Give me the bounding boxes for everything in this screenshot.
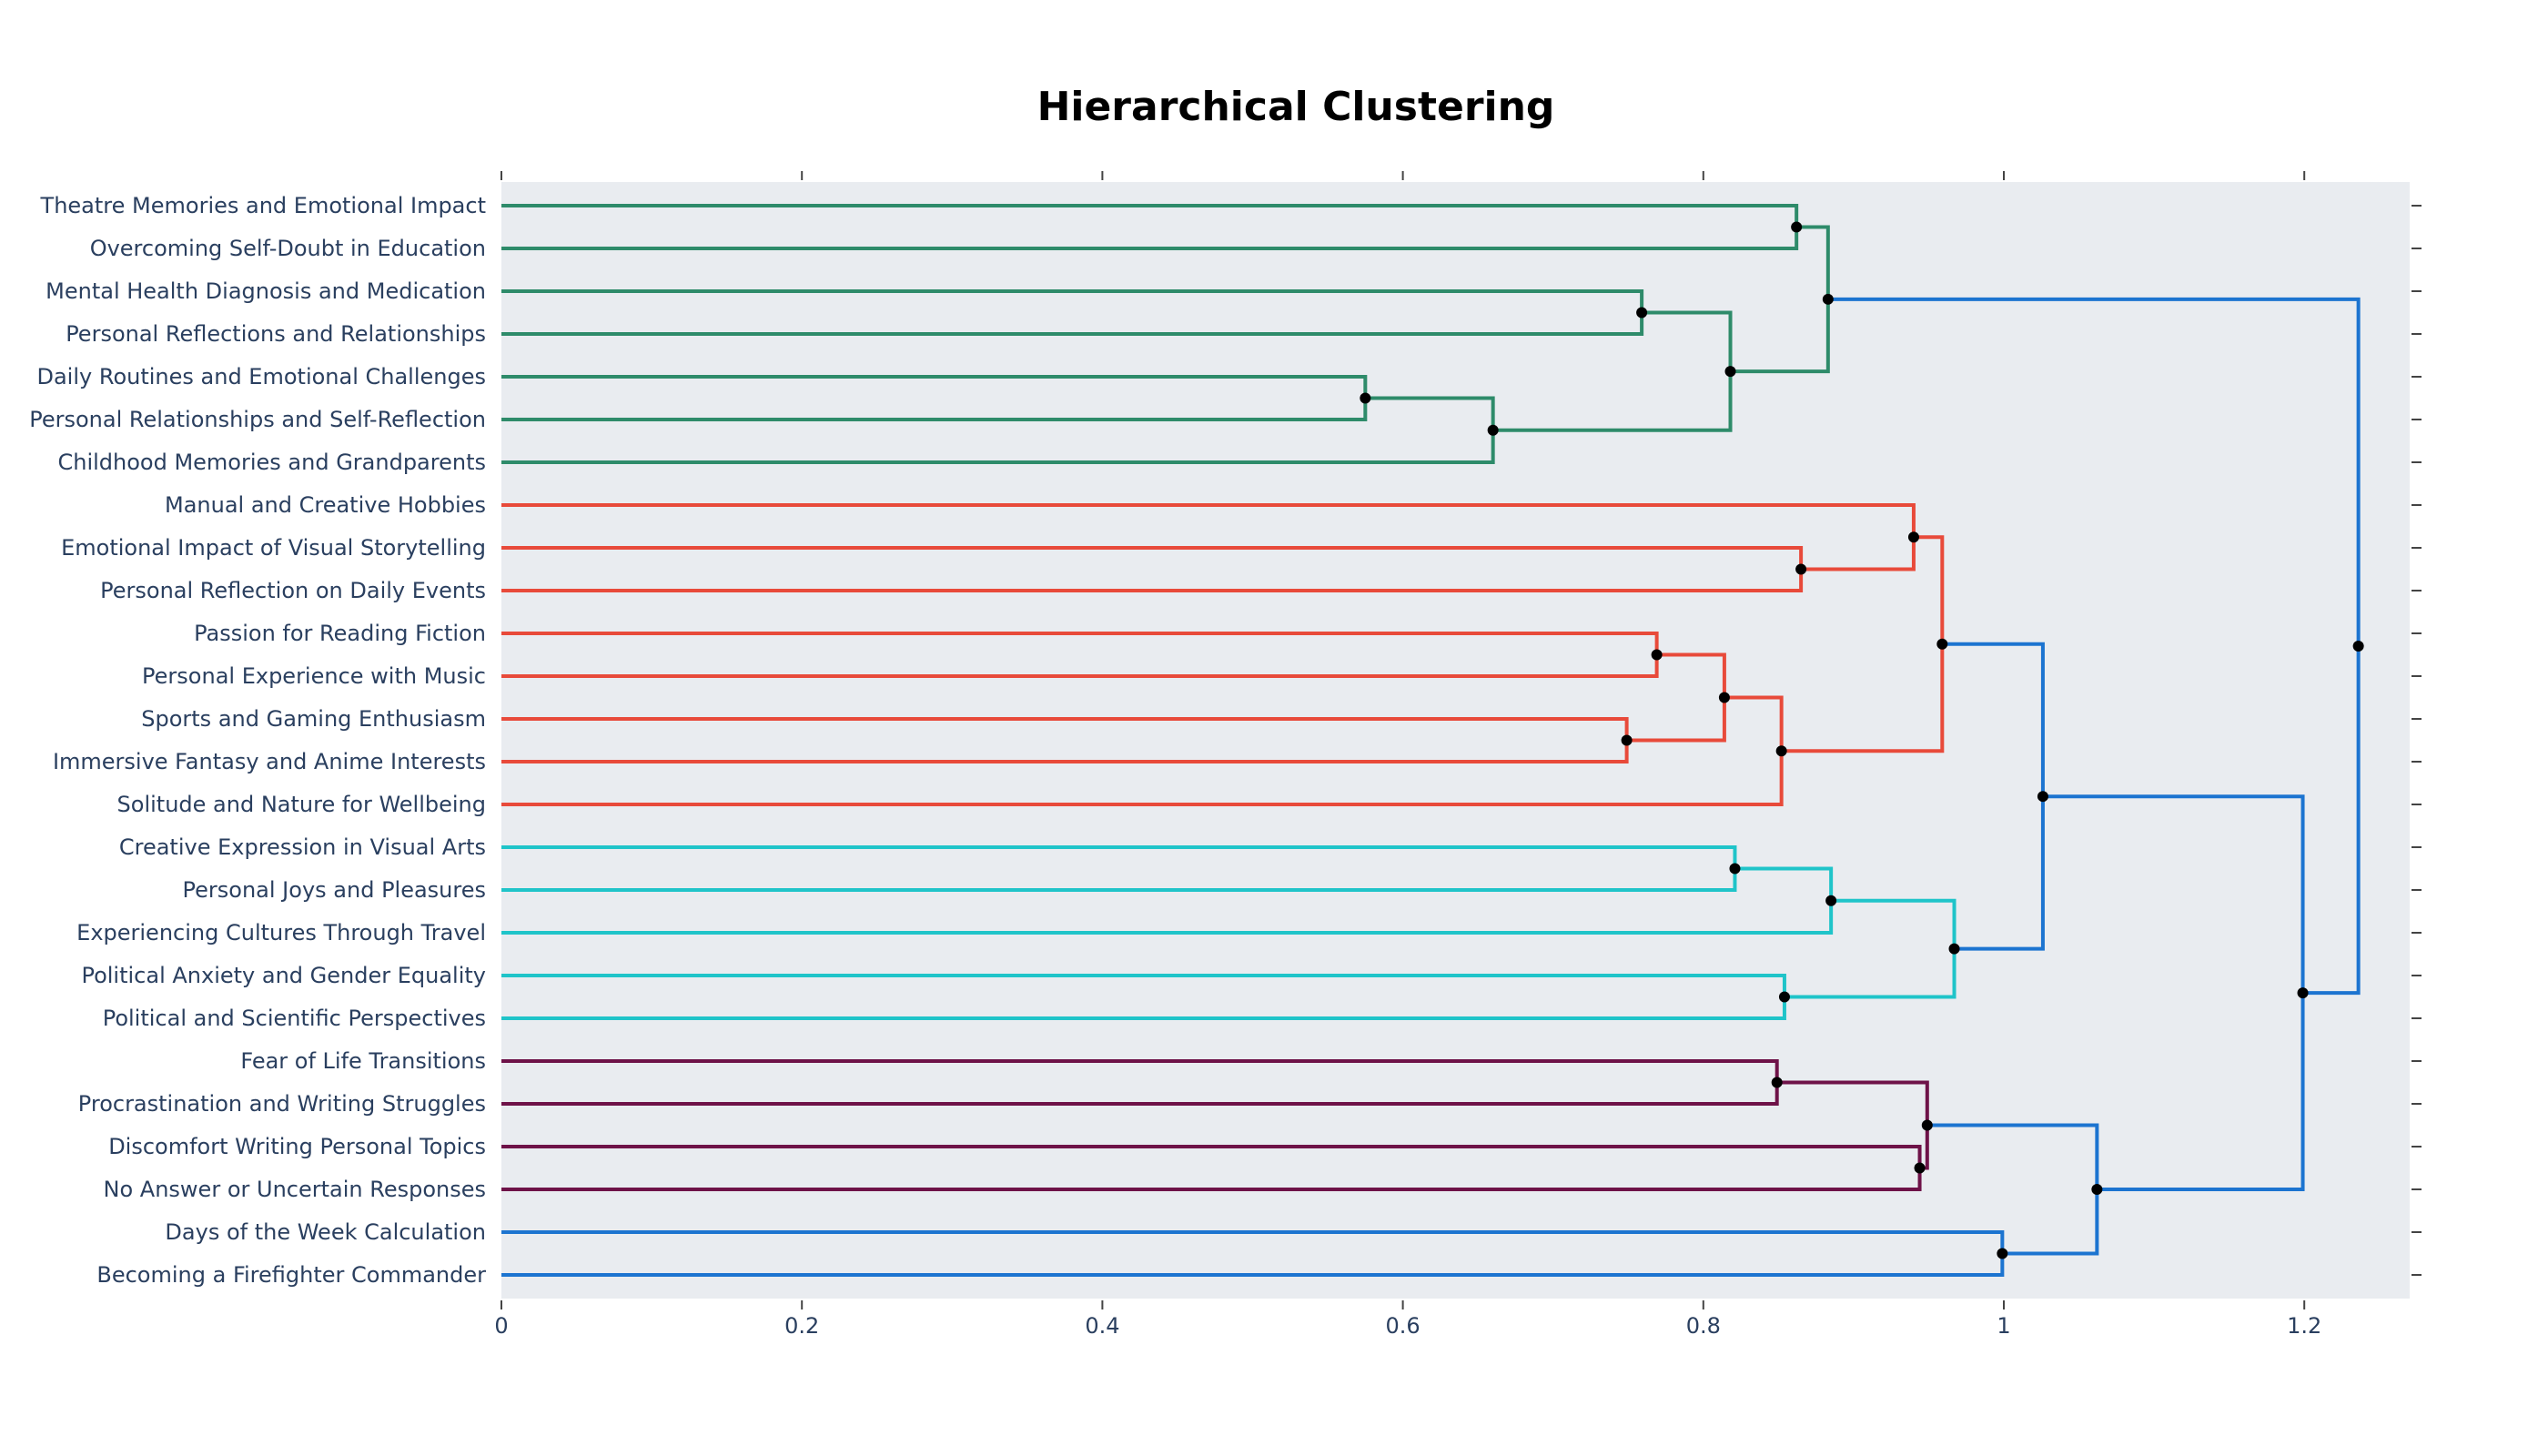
- leaf-label: Days of the Week Calculation: [165, 1219, 486, 1245]
- merge-node-dot: [1621, 734, 1633, 746]
- merge-node-dot: [1729, 863, 1741, 875]
- merge-node-dot: [1724, 366, 1736, 378]
- leaf-label: Experiencing Cultures Through Travel: [76, 920, 486, 945]
- merge-node-dot: [1825, 895, 1837, 906]
- leaf-label: Personal Experience with Music: [142, 663, 486, 689]
- merge-node-dot: [1651, 649, 1663, 661]
- merge-node-dot: [1822, 293, 1834, 305]
- x-tick-label: 0.6: [1386, 1313, 1421, 1339]
- leaf-label: Creative Expression in Visual Arts: [119, 834, 486, 860]
- leaf-label: Discomfort Writing Personal Topics: [108, 1134, 486, 1159]
- leaf-label: Personal Relationships and Self-Reflecti…: [29, 407, 486, 432]
- leaf-label: Procrastination and Writing Struggles: [78, 1091, 486, 1117]
- merge-node-dot: [1997, 1248, 2008, 1259]
- plot-area: [501, 182, 2410, 1299]
- leaf-label: Fear of Life Transitions: [240, 1048, 486, 1074]
- leaf-labels: Theatre Memories and Emotional Impact Ove…: [29, 193, 2422, 1288]
- leaf-label: Becoming a Firefighter Commander: [96, 1262, 486, 1288]
- leaf-label: Personal Joys and Pleasures: [183, 877, 486, 903]
- leaf-label: Manual and Creative Hobbies: [165, 492, 486, 518]
- merge-node-dot: [2352, 640, 2364, 652]
- leaf-label: No Answer or Uncertain Responses: [104, 1177, 486, 1202]
- merge-node-dot: [1487, 424, 1499, 436]
- merge-node-dot: [2037, 791, 2048, 803]
- leaf-label: Childhood Memories and Grandparents: [57, 450, 486, 475]
- x-tick-label: 0.4: [1085, 1313, 1119, 1339]
- leaf-label: Political Anxiety and Gender Equality: [81, 963, 486, 988]
- leaf-label: Overcoming Self-Doubt in Education: [90, 236, 486, 261]
- leaf-label: Passion for Reading Fiction: [194, 621, 486, 646]
- leaf-label: Mental Health Diagnosis and Medication: [46, 278, 486, 304]
- x-tick-label: 0.2: [784, 1313, 819, 1339]
- merge-node-dot: [1718, 692, 1730, 703]
- merge-node-dot: [1914, 1162, 1926, 1174]
- merge-node-dot: [1360, 392, 1371, 404]
- leaf-label: Daily Routines and Emotional Challenges: [36, 364, 486, 389]
- x-tick-label: 0.8: [1686, 1313, 1721, 1339]
- merge-node-dot: [1795, 563, 1807, 575]
- merge-node-dot: [2297, 987, 2309, 999]
- merge-node-dot: [1936, 638, 1948, 650]
- leaf-label: Immersive Fantasy and Anime Interests: [53, 749, 486, 774]
- x-tick-label: 1.2: [2287, 1313, 2321, 1339]
- merge-node-dot: [1771, 1077, 1783, 1088]
- merge-node-dot: [2091, 1184, 2103, 1195]
- leaf-label: Personal Reflections and Relationships: [66, 321, 486, 347]
- merge-node-dot: [1921, 1119, 1933, 1131]
- x-tick-label: 0: [494, 1313, 508, 1339]
- merge-nodes: [1360, 221, 2364, 1259]
- merge-node-dot: [1775, 745, 1787, 757]
- leaf-label: Personal Reflection on Daily Events: [100, 578, 486, 603]
- x-axis: 0 0.2 0.4 0.6 0.8 1 1.2: [494, 171, 2321, 1339]
- leaf-label: Theatre Memories and Emotional Impact: [40, 193, 486, 218]
- merge-node-dot: [1778, 991, 1790, 1003]
- leaf-label: Political and Scientific Perspectives: [103, 1006, 486, 1031]
- chart-title: Hierarchical Clustering: [1037, 84, 1555, 130]
- merge-node-dot: [1948, 943, 1960, 955]
- leaf-label: Sports and Gaming Enthusiasm: [141, 706, 486, 732]
- leaf-label: Solitude and Nature for Wellbeing: [117, 792, 486, 817]
- merge-node-dot: [1907, 531, 1919, 543]
- merge-node-dot: [1636, 307, 1648, 318]
- x-tick-label: 1: [1997, 1313, 2010, 1339]
- merge-node-dot: [1791, 221, 1803, 233]
- leaf-label: Emotional Impact of Visual Storytelling: [61, 535, 486, 561]
